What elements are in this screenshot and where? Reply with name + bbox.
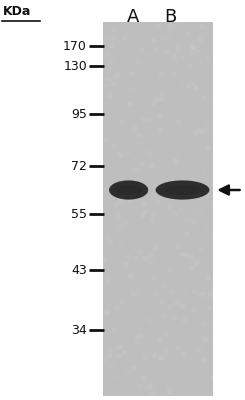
Bar: [103, 22, 213, 396]
Text: 170: 170: [63, 40, 87, 52]
Text: KDa: KDa: [2, 5, 31, 18]
Text: B: B: [164, 8, 176, 26]
Text: 55: 55: [71, 208, 87, 220]
Text: 43: 43: [71, 264, 87, 276]
Ellipse shape: [115, 185, 142, 195]
Text: A: A: [127, 8, 140, 26]
Text: 34: 34: [71, 324, 87, 336]
Text: 130: 130: [63, 60, 87, 72]
Ellipse shape: [109, 180, 148, 200]
Text: 72: 72: [71, 160, 87, 172]
Ellipse shape: [164, 185, 201, 195]
Text: 95: 95: [71, 108, 87, 120]
Ellipse shape: [156, 180, 209, 200]
